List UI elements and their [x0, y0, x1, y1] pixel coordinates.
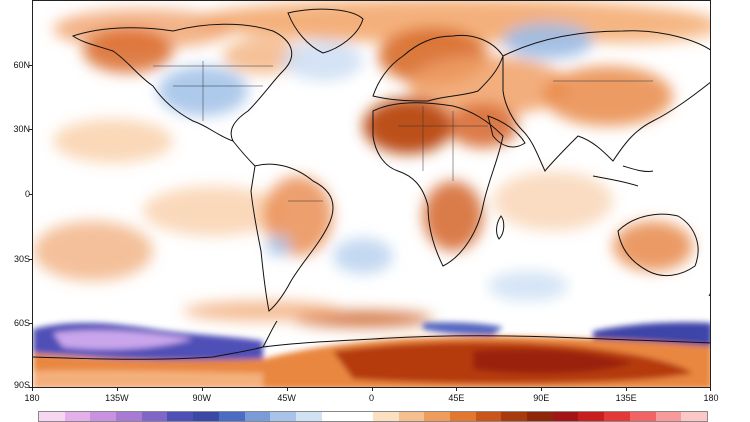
lon-tick	[371, 388, 373, 391]
lat-label: 30N	[13, 124, 30, 135]
lon-tick	[541, 388, 543, 391]
lon-label: 45W	[277, 393, 296, 403]
colorbar-swatch	[218, 412, 245, 421]
lat-tick	[29, 387, 32, 388]
colorbar-swatch	[681, 412, 707, 421]
lat-tick	[29, 64, 32, 66]
colorbar-swatch	[552, 412, 579, 421]
coastlines	[33, 8, 710, 360]
colorbar-swatch	[450, 412, 476, 421]
colorbar-swatch	[39, 412, 65, 421]
lon-label: 135E	[615, 393, 637, 403]
colorbar-swatch	[629, 412, 656, 421]
colorbar-swatch	[475, 412, 502, 421]
colorbar-swatch	[578, 412, 605, 421]
colorbar-swatch	[347, 412, 373, 421]
lon-label: 90E	[533, 393, 550, 403]
colorbar-swatch	[655, 412, 682, 421]
lon-label: 0	[368, 393, 374, 403]
anomaly-field	[33, 1, 710, 327]
lat-tick	[29, 323, 32, 325]
colorbar-swatch	[501, 412, 528, 421]
colorbar-swatch	[372, 412, 399, 421]
colorbar-swatch	[398, 412, 425, 421]
lat-tick	[29, 194, 32, 195]
colorbar-swatch	[141, 412, 168, 421]
lat-label: 30S	[13, 253, 30, 264]
colorbar-swatch	[90, 412, 117, 421]
lon-tick	[116, 388, 118, 391]
lon-tick	[710, 388, 711, 391]
lon-tick	[32, 388, 33, 391]
lat-label: 90S	[13, 380, 30, 390]
colorbar-swatch	[167, 412, 194, 421]
lon-tick	[456, 388, 458, 391]
lon-label: 45E	[448, 393, 465, 403]
lat-tick	[29, 258, 32, 260]
lat-tick	[29, 129, 32, 131]
colorbar-swatch	[604, 412, 630, 421]
colorbar-swatch	[295, 412, 322, 421]
colorbar	[38, 411, 708, 422]
lat-label: 60S	[13, 318, 30, 329]
colorbar-swatch	[270, 412, 296, 421]
lon-label: 180	[24, 393, 40, 403]
colorbar-swatch	[424, 412, 450, 421]
colorbar-swatch	[321, 412, 348, 421]
lon-tick	[286, 388, 288, 391]
lon-label: 90W	[192, 393, 211, 403]
lon-label: 180	[703, 393, 719, 403]
colorbar-swatch	[527, 412, 553, 421]
map-frame	[32, 0, 711, 388]
lon-label: 135W	[105, 393, 129, 403]
lon-tick	[626, 388, 628, 391]
colorbar-swatch	[193, 412, 219, 421]
southern-high-latitudes	[33, 322, 710, 387]
colorbar-swatch	[244, 412, 271, 421]
temperature-anomaly-map	[33, 1, 710, 387]
colorbar-swatch	[116, 412, 142, 421]
country-borders	[153, 61, 653, 202]
lat-label: 60N	[13, 59, 30, 70]
lon-tick	[201, 388, 203, 391]
colorbar-swatch	[64, 412, 91, 421]
lat-label: 0	[24, 189, 30, 199]
